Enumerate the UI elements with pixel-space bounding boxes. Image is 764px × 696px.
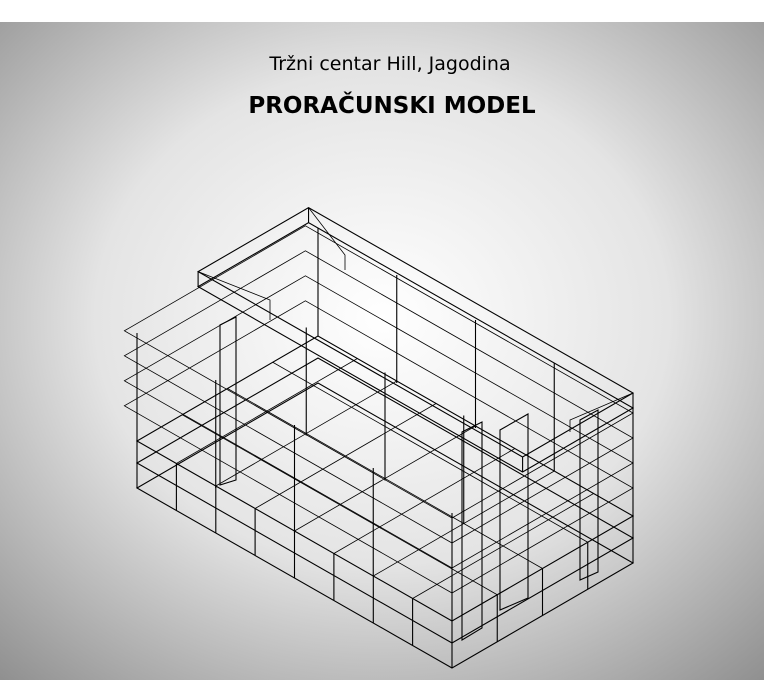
title: Tržni centar Hill, Jagodina	[268, 53, 510, 75]
screen: Tržni centar Hill, Jagodina PRORAČUNSKI …	[0, 0, 764, 696]
page: {"header": {"title": "Tržni centar Hill,…	[0, 0, 764, 696]
subtitle: PRORAČUNSKI MODEL	[248, 91, 536, 119]
